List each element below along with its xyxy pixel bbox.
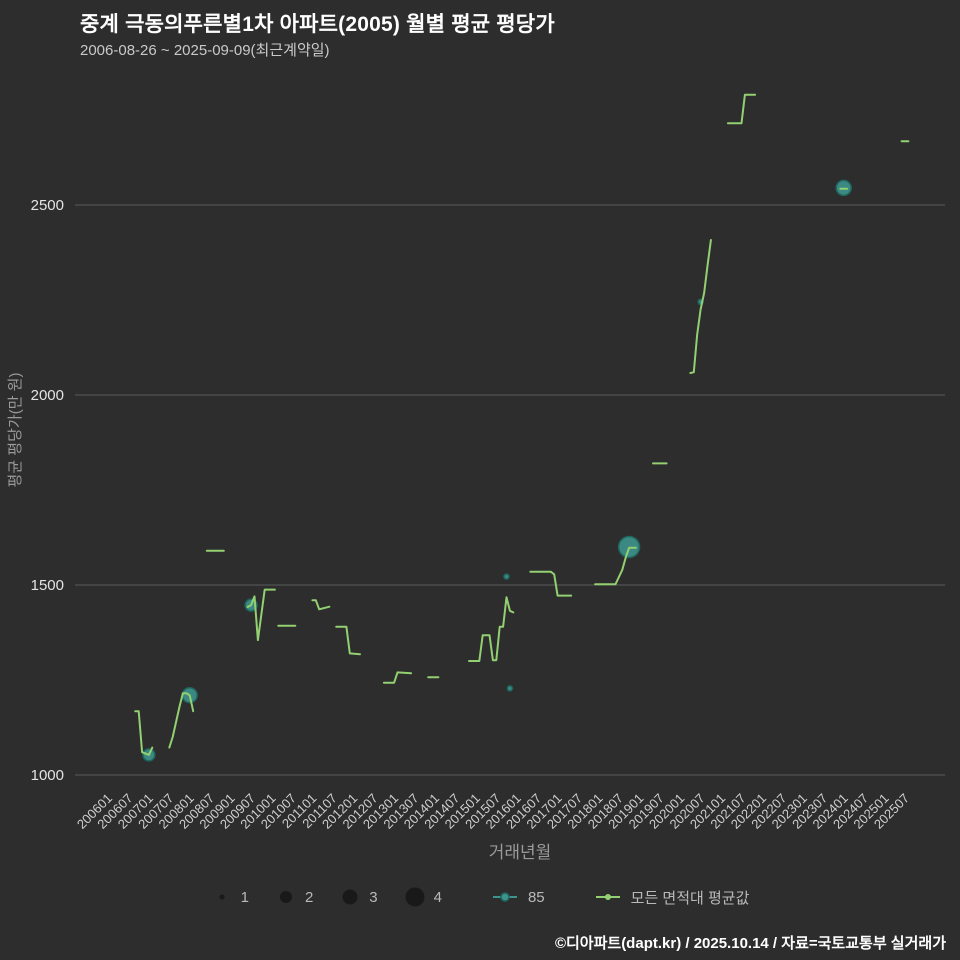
avg-line-segment (689, 239, 712, 374)
legend-size-1-label: 1 (240, 888, 249, 906)
legend-size-1: 1 (211, 886, 249, 908)
legend-series-85[interactable]: 85 (490, 889, 545, 906)
size-1-dot-icon (219, 894, 225, 900)
legend-size-4: 4 (404, 886, 442, 908)
scatter-point (503, 573, 510, 580)
legend-series-avg-label: 모든 면적대 평균값 (630, 889, 750, 907)
legend-size-4-label: 4 (433, 888, 442, 906)
legend: 1 2 3 4 85 모든 면적대 평균값 (0, 886, 960, 908)
legend-series-85-label: 85 (527, 888, 545, 906)
legend-size-3-label: 3 (369, 888, 378, 906)
avg-line-segment (468, 596, 515, 662)
y-axis-title: 평균 평당가(만 원) (7, 373, 24, 488)
y-tick-label: 1000 (31, 767, 64, 784)
avg-line-segment (134, 710, 154, 756)
avg-line-segment (382, 671, 413, 684)
avg-line-segment (726, 93, 757, 125)
page-title: 중계 극동의푸른별1차 아파트(2005) 월별 평균 평당가 (80, 13, 555, 36)
avg-line-segment (594, 546, 637, 586)
avg-line-segment (246, 588, 276, 642)
size-4-dot-icon (405, 887, 425, 907)
y-tick-label: 2000 (31, 387, 64, 404)
size-2-dot-icon (279, 891, 292, 903)
avg-line-segment (335, 625, 361, 656)
series-85-marker-icon (492, 892, 517, 902)
x-axis-labels: 2006012006072007012007072008012008072009… (74, 791, 912, 832)
avg-line-segment (168, 692, 195, 749)
page-subtitle: 2006-08-26 ~ 2025-09-09(최근계약일) (80, 42, 330, 59)
scatter-85-series (142, 179, 852, 762)
legend-size-2-label: 2 (304, 888, 314, 906)
avg-line-segment (311, 599, 331, 611)
x-axis-title: 거래년월 (489, 843, 552, 862)
legend-size-2: 2 (275, 886, 313, 908)
size-3-dot-icon (342, 889, 358, 905)
scatter-point (506, 685, 514, 692)
series-avg-marker-icon (595, 894, 620, 900)
legend-series-avg[interactable]: 모든 면적대 평균값 (593, 887, 750, 908)
y-tick-label: 2500 (31, 197, 64, 214)
legend-size-3: 3 (339, 886, 378, 908)
y-tick-label: 1500 (31, 577, 64, 594)
avg-line-series (134, 93, 910, 756)
avg-line-segment (529, 570, 573, 597)
gridlines: 1000 1500 2000 2500 (31, 197, 945, 784)
footer-credit: ©디아파트(dapt.kr) / 2025.10.14 / 자료=국토교통부 실… (554, 935, 946, 952)
